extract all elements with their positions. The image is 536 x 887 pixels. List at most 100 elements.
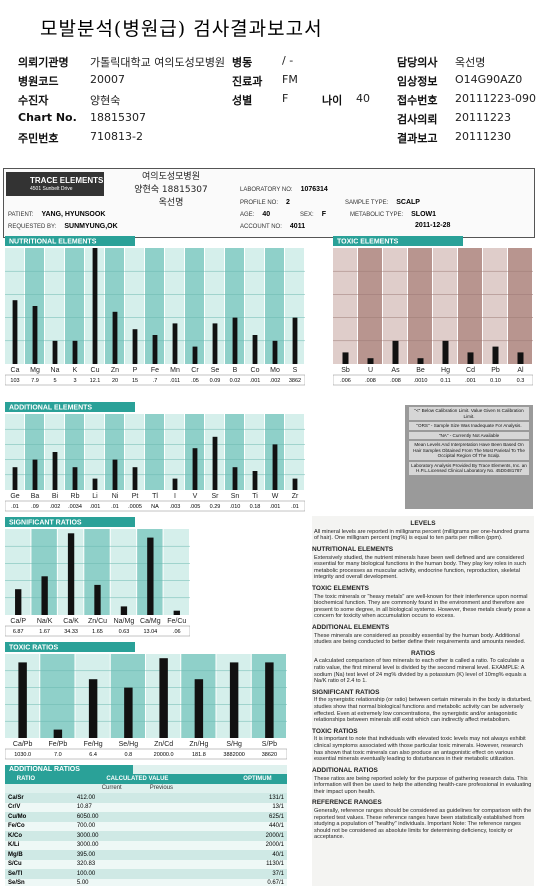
table-row: Cr/V 10.87 13/1 (5, 802, 287, 812)
header-value: 20111223 (455, 111, 511, 124)
table-header: RATIO CALCULATED VALUE OPTIMUM (5, 774, 287, 784)
table-cell: Mg/B (8, 851, 23, 858)
header-value: O14G90AZ0 (455, 73, 523, 86)
report-field: SEX: F (300, 211, 326, 218)
column (65, 414, 84, 490)
report-field: PROFILE NO: 2 (240, 199, 290, 206)
table-cell: 131/1 (268, 794, 284, 801)
table-cell: 13/1 (272, 804, 284, 811)
element-value: 0.09 (210, 378, 221, 384)
bar (18, 662, 27, 738)
element-value: 0.10 (490, 378, 501, 384)
bar (72, 467, 78, 490)
element-label: Bi (52, 493, 59, 500)
element-label: U (368, 367, 373, 374)
element-value: .005 (190, 504, 201, 510)
section-bar (5, 517, 135, 527)
table-cell: Se/Tl (8, 870, 23, 877)
element-label: Zn/Cd (154, 741, 173, 748)
header-value: 양현숙 (90, 94, 121, 107)
bar (92, 478, 98, 490)
report-field: AGE: 40 (240, 211, 270, 218)
section-bar: ADDITIONAL RATIOS (5, 765, 133, 774)
column (65, 248, 84, 364)
column (483, 248, 507, 364)
bar (120, 606, 128, 615)
element-label: Pt (132, 493, 139, 500)
table-cell: 3000.00 (76, 832, 99, 839)
report-field: METABOLIC TYPE: SLOW1 (350, 211, 436, 218)
field-value: 4011 (289, 223, 306, 230)
note-text: The toxic minerals or "heavy metals" are… (314, 593, 531, 620)
element-label: Mg (30, 367, 40, 374)
table-row: K/Co 3000.00 2000/1 (5, 831, 287, 841)
column (245, 248, 264, 364)
header-value: 40 (356, 92, 370, 105)
bar (159, 658, 168, 738)
element-label: Ba (31, 493, 40, 500)
bar (53, 729, 63, 738)
legend-text: Laboratory Analysis Provided By Trace El… (409, 461, 529, 475)
value-row (5, 625, 190, 637)
column (165, 414, 184, 490)
legend-box: "<" Below Calibration Limit. Value Given… (405, 405, 533, 509)
notes-column: LEVELS All mineral levels are reported in… (312, 516, 534, 886)
table-row: S/Cu 320.83 1130/1 (5, 859, 287, 869)
element-label: B (233, 367, 238, 374)
column (205, 248, 224, 364)
column (245, 414, 264, 490)
note-heading: REFERENCE RANGES (312, 799, 382, 807)
stamp-line: 여의도성모병원 (142, 172, 200, 182)
header-label: 병동 (232, 56, 253, 69)
column (25, 414, 44, 490)
element-value: 6.4 (89, 752, 97, 758)
element-value: 0.8 (125, 752, 133, 758)
element-label: Fe (151, 367, 159, 374)
table-cell: Fe/Co (8, 823, 25, 830)
column (265, 248, 284, 364)
element-value: 7.9 (31, 378, 39, 384)
table-row: Se/Sn 5.00 0.67/1 (5, 878, 287, 886)
note-text: Extensively studied, the nutrient minera… (314, 554, 526, 581)
logo: TRACE ELEMENTS 4501 Sunbelt Drive (6, 172, 104, 196)
column (285, 414, 304, 490)
bar (272, 340, 278, 364)
bar (252, 335, 258, 364)
page-title: 모발분석(병원급) 검사결과보고서 (40, 18, 323, 40)
bar (192, 448, 198, 490)
column (125, 248, 144, 364)
bar (112, 311, 118, 364)
field-label: SAMPLE TYPE: (345, 200, 389, 206)
element-label: Al (517, 367, 524, 374)
field-label: LABORATORY NO: (240, 187, 293, 193)
header-label: 병원코드 (18, 75, 59, 88)
element-value: .0005 (128, 504, 142, 510)
header-label: 진료과 (232, 75, 263, 88)
note-heading: NUTRITIONAL ELEMENTS (312, 545, 394, 553)
table-cell: 40/1 (272, 851, 284, 858)
header-value: / - (282, 54, 294, 67)
element-value: 3882000 (223, 752, 244, 758)
column (163, 529, 189, 615)
element-value: 38620 (262, 752, 277, 758)
note-heading: LEVELS (410, 520, 436, 527)
header-label: 의뢰기관명 (18, 56, 69, 69)
report-field: SAMPLE TYPE: SCALP (345, 199, 420, 206)
bar (173, 610, 180, 615)
spacer (5, 784, 47, 794)
note-text: These minerals are considered as possibl… (314, 632, 526, 646)
header-label: 검사의뢰 (397, 113, 438, 126)
note-heading: TOXIC RATIOS (312, 727, 358, 735)
element-label: Fe/Cu (167, 618, 186, 625)
bar (72, 340, 78, 364)
header-value: 옥선명 (455, 56, 486, 69)
column (333, 248, 357, 364)
element-value: .0034 (68, 504, 82, 510)
element-label: Zr (292, 493, 299, 500)
section-bar (5, 236, 135, 246)
note-heading: SIGNIFICANT RATIOS (312, 688, 380, 696)
bar (32, 306, 38, 364)
element-value: .008 (365, 378, 376, 384)
element-value: 0.02 (230, 378, 241, 384)
bar (442, 340, 449, 364)
